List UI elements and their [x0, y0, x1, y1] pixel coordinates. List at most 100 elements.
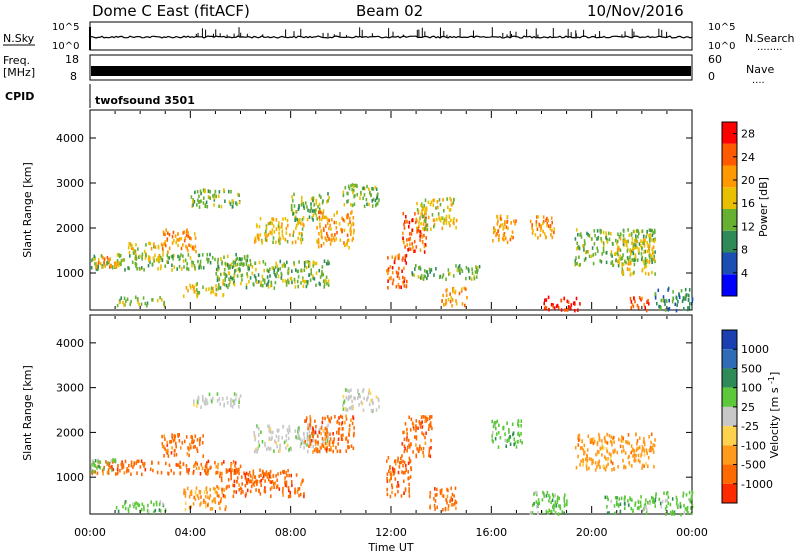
heatmap-cell [249, 474, 252, 478]
heatmap-cell [617, 502, 619, 507]
heatmap-cell [605, 464, 608, 468]
heatmap-cell [165, 461, 167, 466]
heatmap-cell [402, 430, 404, 435]
heatmap-cell [421, 415, 423, 419]
heatmap-cell [232, 204, 234, 209]
heatmap-cell [608, 237, 611, 242]
heatmap-cell [132, 251, 135, 255]
heatmap-cell [323, 285, 325, 289]
heatmap-cell [313, 277, 316, 281]
heatmap-cell [109, 257, 111, 261]
heatmap-cell [504, 432, 506, 436]
heatmap-cell [606, 457, 609, 462]
heatmap-cell [303, 494, 305, 499]
heatmap-cell [196, 288, 198, 292]
heatmap-cell [400, 456, 402, 461]
heatmap-cell [222, 282, 224, 286]
heatmap-cell [430, 446, 432, 450]
heatmap-cell [348, 433, 350, 437]
heatmap-cell [241, 278, 243, 282]
heatmap-cell [317, 440, 319, 445]
heatmap-cell [449, 271, 451, 276]
heatmap-cell [267, 424, 269, 429]
heatmap-cell [215, 464, 217, 469]
heatmap-cell [622, 242, 625, 246]
heatmap-cell [199, 503, 201, 507]
heatmap-cell [272, 430, 274, 435]
heatmap-cell [374, 185, 377, 190]
heatmap-cell [173, 437, 176, 441]
heatmap-cell [421, 206, 424, 210]
heatmap-cell [445, 277, 447, 281]
heatmap-cell [313, 432, 316, 436]
heatmap-cell [622, 253, 624, 257]
heatmap-cell [443, 220, 445, 225]
heatmap-cell [633, 258, 636, 262]
heatmap-cell [165, 449, 168, 453]
heatmap-cell [258, 474, 260, 478]
heatmap-cell [193, 263, 196, 268]
heatmap-cell [415, 424, 417, 428]
heatmap-cell [451, 492, 454, 497]
heatmap-cell [378, 405, 380, 409]
heatmap-cell [161, 258, 164, 262]
heatmap-cell [634, 453, 636, 457]
heatmap-cell [91, 463, 93, 467]
heatmap-cell [315, 271, 318, 275]
heatmap-cell [127, 266, 129, 270]
heatmap-cell [190, 505, 192, 509]
heatmap-cell [303, 280, 305, 284]
heatmap-cell [681, 299, 684, 303]
heatmap-cell [227, 254, 229, 259]
heatmap-cell [186, 246, 188, 251]
heatmap-cell [138, 255, 140, 259]
heatmap-cell [452, 503, 454, 507]
heatmap-cell [193, 403, 195, 407]
heatmap-cell [417, 229, 420, 233]
heatmap-cell [493, 227, 496, 231]
heatmap-cell [618, 248, 620, 252]
heatmap-cell [197, 496, 200, 501]
heatmap-cell [593, 439, 596, 444]
heatmap-cell [252, 282, 255, 286]
heatmap-cell [447, 297, 450, 302]
heatmap-cell [372, 197, 375, 202]
heatmap-cell [104, 264, 106, 268]
heatmap-cell [161, 444, 164, 449]
heatmap-cell [286, 260, 288, 265]
heatmap-cell [177, 254, 179, 259]
heatmap-cell [102, 256, 104, 260]
heatmap-cell [426, 276, 428, 281]
heatmap-cell [285, 438, 288, 443]
heatmap-cell [253, 240, 256, 244]
heatmap-cell [330, 446, 332, 450]
heatmap-cell [168, 232, 171, 237]
heatmap-cell [433, 218, 436, 222]
heatmap-cell [512, 235, 514, 240]
heatmap-cell [409, 232, 411, 236]
heatmap-cell [269, 469, 272, 474]
heatmap-cell [229, 280, 231, 285]
heatmap-cell [202, 201, 205, 205]
heatmap-cell [326, 217, 329, 221]
heatmap-cell [645, 235, 647, 239]
heatmap-cell [326, 425, 328, 430]
heatmap-cell [400, 494, 403, 498]
heatmap-cell [579, 463, 581, 467]
heatmap-cell [222, 293, 224, 298]
heatmap-cell [638, 436, 641, 440]
heatmap-cell [120, 462, 123, 467]
heatmap-cell [95, 264, 98, 268]
heatmap-cell [111, 468, 113, 472]
heatmap-cell [621, 435, 623, 439]
heatmap-cell [320, 231, 323, 235]
heatmap-cell [560, 308, 563, 312]
heatmap-cell [336, 430, 338, 435]
heatmap-cell [215, 293, 218, 297]
heatmap-cell [553, 504, 556, 508]
heatmap-cell [402, 459, 404, 464]
heatmap-cell [448, 208, 451, 212]
heatmap-cell [531, 223, 533, 227]
heatmap-cell [250, 484, 253, 489]
heatmap-cell [332, 440, 335, 444]
